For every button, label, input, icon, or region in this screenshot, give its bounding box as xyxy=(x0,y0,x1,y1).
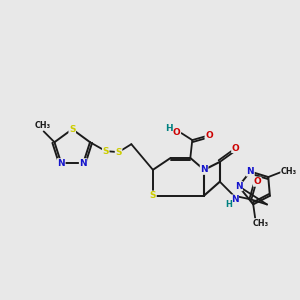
Text: O: O xyxy=(205,130,213,140)
Text: O: O xyxy=(254,177,261,186)
Text: CH₃: CH₃ xyxy=(253,219,269,228)
Text: CH₃: CH₃ xyxy=(34,121,51,130)
Text: O: O xyxy=(173,128,180,137)
Text: N: N xyxy=(80,159,87,168)
Text: CH₃: CH₃ xyxy=(281,167,297,176)
Text: N: N xyxy=(247,167,254,176)
Text: S: S xyxy=(150,191,156,200)
Text: N: N xyxy=(235,182,242,191)
Text: N: N xyxy=(57,159,65,168)
Text: N: N xyxy=(200,165,208,174)
Text: S: S xyxy=(115,148,122,157)
Text: S: S xyxy=(103,147,109,156)
Text: O: O xyxy=(232,143,239,152)
Text: N: N xyxy=(231,195,239,204)
Text: S: S xyxy=(69,125,76,134)
Text: H: H xyxy=(165,124,172,133)
Text: H: H xyxy=(225,200,232,209)
